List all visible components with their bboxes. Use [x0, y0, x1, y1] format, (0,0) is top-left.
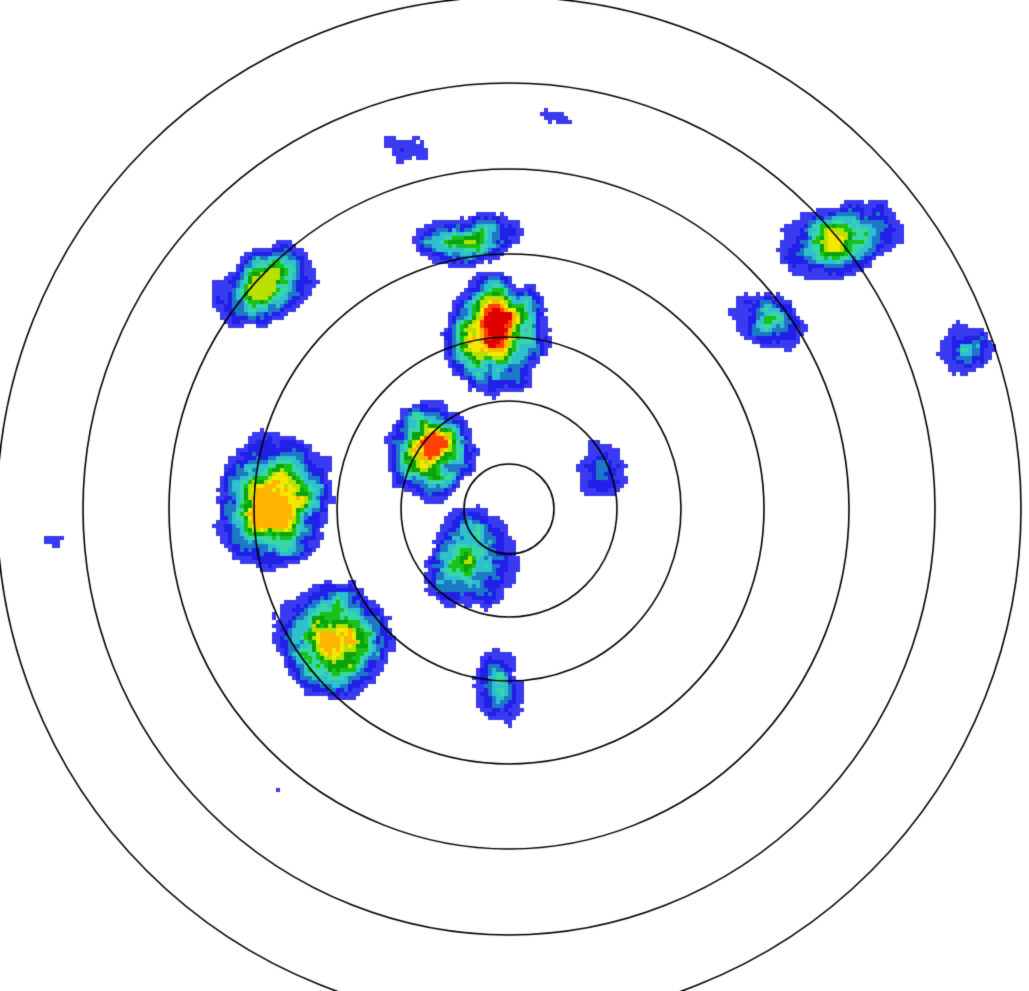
radar-display[interactable]: Weather Radar Reflectivity PPI — [0, 0, 1029, 991]
reflectivity-echo-layer — [0, 0, 1029, 991]
